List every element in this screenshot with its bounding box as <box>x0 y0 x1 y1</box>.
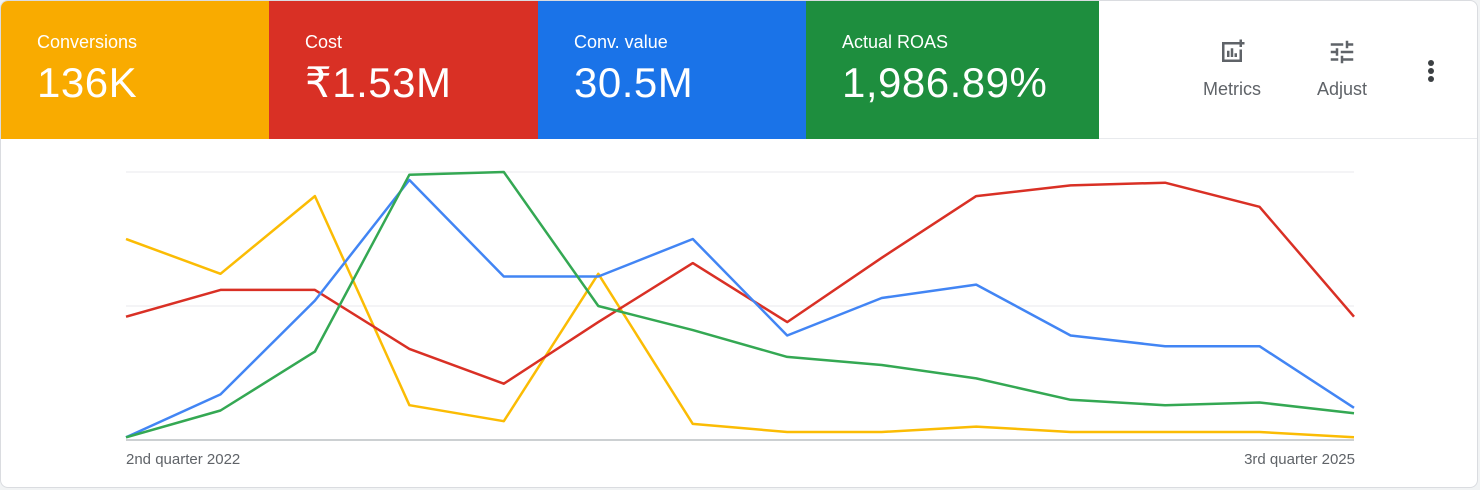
adjust-label: Adjust <box>1316 79 1368 99</box>
adjust-button[interactable]: Adjust <box>1297 37 1387 109</box>
x-axis-start-label: 2nd quarter 2022 <box>126 451 241 468</box>
scorecard-value: 30.5M <box>574 59 694 106</box>
series-line-conversions[interactable] <box>125 194 1355 439</box>
tune-icon <box>1330 40 1354 64</box>
scorecard-row: Conversions 136K Cost ₹1.53M Conv. value… <box>1 1 1099 139</box>
scorecard-conv-value[interactable]: Conv. value 30.5M <box>538 1 806 139</box>
scorecard-value: ₹1.53M <box>305 59 452 106</box>
scorecard-cost[interactable]: Cost ₹1.53M <box>269 1 538 139</box>
more-options-button[interactable] <box>1419 53 1443 89</box>
series-line-conv_value[interactable] <box>125 178 1355 439</box>
scorecard-value: 136K <box>37 59 138 106</box>
scorecard-label: Cost <box>305 32 343 52</box>
series-line-cost[interactable] <box>125 181 1355 385</box>
scorecard-label: Conversions <box>37 32 138 52</box>
scorecard-conversions[interactable]: Conversions 136K <box>1 1 269 139</box>
metrics-label: Metrics <box>1203 79 1261 99</box>
x-axis-end-label: 3rd quarter 2025 <box>1244 451 1355 468</box>
line-chart: 2nd quarter 2022 3rd quarter 2025 <box>1 139 1477 487</box>
chart-toolbar: Metrics Adjust <box>1099 1 1477 139</box>
series-line-actual_roas[interactable] <box>125 170 1355 439</box>
scorecard-value: 1,986.89% <box>842 59 1048 106</box>
add-chart-icon <box>1222 39 1245 62</box>
metrics-button[interactable]: Metrics <box>1187 37 1277 109</box>
chart-plot <box>125 170 1355 441</box>
scorecard-actual-roas[interactable]: Actual ROAS 1,986.89% <box>806 1 1099 139</box>
scorecard-label: Conv. value <box>574 32 668 52</box>
scorecard-label: Actual ROAS <box>842 32 949 52</box>
more-vert-icon <box>1428 60 1434 82</box>
